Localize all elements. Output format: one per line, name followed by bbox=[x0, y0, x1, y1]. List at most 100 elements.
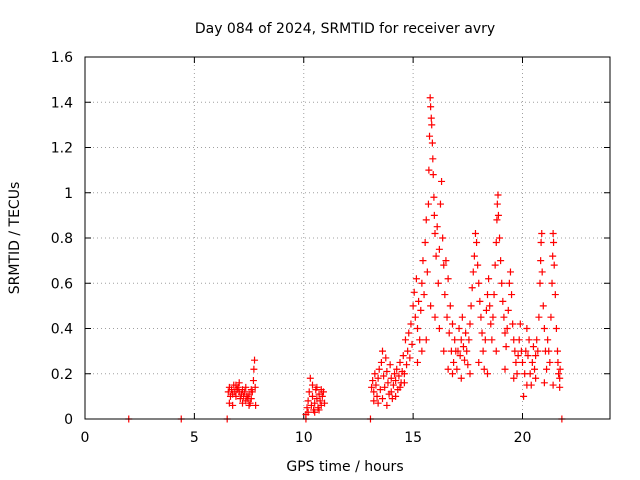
data-point bbox=[514, 352, 522, 360]
plot-frame bbox=[84, 56, 611, 420]
data-point bbox=[245, 401, 253, 409]
data-point bbox=[372, 381, 380, 389]
data-point bbox=[537, 257, 545, 265]
data-point bbox=[309, 381, 316, 389]
data-point bbox=[546, 358, 554, 366]
data-point bbox=[368, 383, 376, 391]
data-point bbox=[383, 401, 391, 409]
data-point bbox=[426, 94, 434, 102]
data-point bbox=[241, 388, 249, 396]
y-tick-label: 1.6 bbox=[51, 50, 73, 66]
data-point bbox=[547, 313, 555, 321]
data-point bbox=[444, 365, 452, 373]
data-point bbox=[479, 347, 487, 355]
data-point bbox=[376, 386, 384, 394]
data-point bbox=[480, 365, 488, 373]
data-point bbox=[485, 275, 493, 283]
data-point bbox=[235, 379, 243, 387]
data-point bbox=[454, 347, 462, 355]
x-tick-label: 0 bbox=[81, 430, 90, 446]
data-point bbox=[311, 399, 319, 407]
data-point bbox=[458, 313, 466, 321]
data-point bbox=[409, 302, 417, 310]
data-point bbox=[484, 291, 491, 299]
data-point bbox=[455, 325, 463, 332]
data-point bbox=[456, 352, 464, 360]
data-point bbox=[428, 121, 436, 129]
data-point bbox=[415, 297, 423, 305]
data-point bbox=[436, 200, 444, 208]
data-point bbox=[384, 379, 392, 387]
data-point bbox=[497, 257, 505, 265]
data-point bbox=[543, 365, 551, 373]
data-point bbox=[519, 358, 526, 366]
data-point bbox=[396, 383, 404, 391]
data-point bbox=[526, 370, 534, 378]
data-point bbox=[537, 239, 545, 247]
data-point bbox=[493, 200, 501, 208]
data-point bbox=[389, 381, 397, 389]
data-point bbox=[478, 329, 486, 337]
data-point bbox=[374, 399, 382, 407]
data-point bbox=[239, 399, 246, 407]
data-point bbox=[457, 374, 465, 382]
y-tick-label: 1.4 bbox=[51, 95, 73, 111]
data-point bbox=[532, 374, 540, 382]
data-point bbox=[477, 313, 485, 321]
data-point bbox=[466, 370, 474, 378]
data-point bbox=[427, 302, 435, 310]
data-point bbox=[545, 347, 553, 355]
data-point bbox=[373, 392, 381, 400]
data-point bbox=[400, 370, 408, 378]
data-point bbox=[449, 320, 456, 328]
data-point bbox=[528, 358, 536, 366]
data-point bbox=[412, 275, 420, 283]
data-point bbox=[435, 245, 443, 253]
data-point bbox=[471, 229, 479, 237]
data-point bbox=[438, 177, 446, 185]
data-point bbox=[446, 302, 454, 310]
data-point bbox=[422, 336, 430, 344]
data-point bbox=[419, 257, 427, 265]
data-point bbox=[490, 291, 498, 299]
data-point bbox=[492, 347, 500, 355]
data-point bbox=[311, 408, 319, 416]
y-tick-label: 0 bbox=[64, 412, 73, 428]
data-point bbox=[403, 361, 411, 369]
data-point bbox=[404, 347, 412, 355]
data-point bbox=[552, 325, 560, 332]
data-point bbox=[408, 340, 416, 348]
data-point bbox=[482, 306, 490, 314]
data-point bbox=[467, 302, 475, 310]
data-point bbox=[370, 397, 378, 405]
data-point bbox=[393, 365, 401, 373]
data-point bbox=[426, 132, 434, 140]
data-point bbox=[232, 392, 240, 400]
data-point bbox=[510, 374, 518, 382]
data-point bbox=[515, 336, 523, 344]
data-point bbox=[523, 381, 531, 389]
data-point bbox=[501, 365, 509, 373]
data-point bbox=[470, 252, 478, 260]
data-point bbox=[498, 279, 506, 287]
data-point bbox=[443, 313, 451, 321]
data-point bbox=[444, 275, 452, 283]
data-point bbox=[492, 239, 500, 247]
data-point bbox=[549, 229, 557, 237]
data-point bbox=[503, 325, 511, 332]
data-point bbox=[430, 193, 438, 201]
axis-tick-labels: 0 5 10 15 20 0 0.2 0.4 0.6 0.8 1 1.2 1.4 1.6 bbox=[51, 50, 532, 446]
data-point bbox=[422, 216, 430, 224]
data-point bbox=[445, 329, 453, 337]
data-point bbox=[304, 397, 312, 405]
data-point bbox=[380, 372, 388, 380]
data-point bbox=[377, 358, 385, 366]
data-point bbox=[540, 379, 548, 387]
data-point bbox=[242, 383, 250, 391]
data-point bbox=[499, 297, 507, 305]
y-tick-label: 0.6 bbox=[51, 276, 73, 292]
data-point bbox=[524, 352, 532, 360]
data-point bbox=[532, 352, 540, 360]
data-point bbox=[425, 166, 433, 174]
data-point bbox=[424, 200, 432, 208]
